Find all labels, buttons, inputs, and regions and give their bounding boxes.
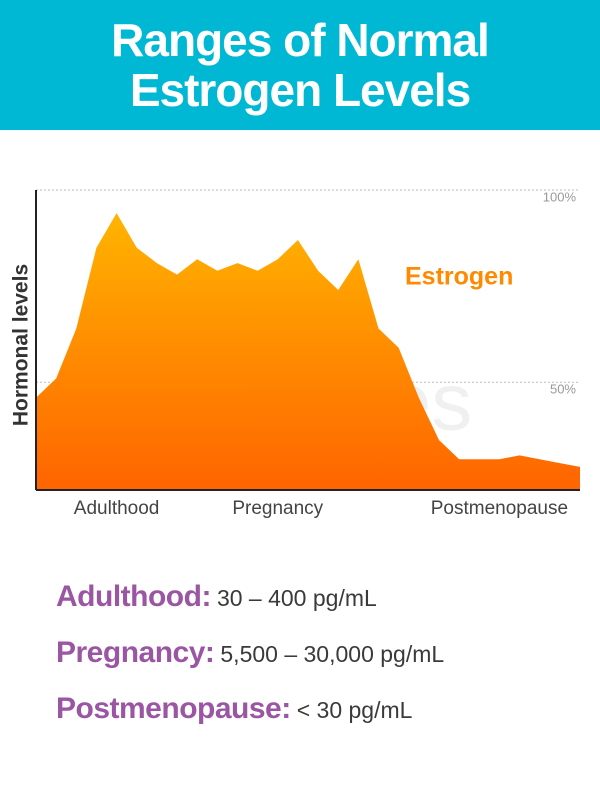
range-row: Pregnancy: 5,500 – 30,000 pg/mL xyxy=(56,636,600,692)
range-label: Adulthood: xyxy=(56,580,211,613)
y-axis-label: Hormonal levels xyxy=(10,264,33,426)
range-row: Adulthood: 30 – 400 pg/mL xyxy=(56,580,600,636)
range-value: 5,500 – 30,000 pg/mL xyxy=(220,641,445,667)
range-label: Pregnancy: xyxy=(56,636,215,669)
range-label: Postmenopause: xyxy=(56,692,291,725)
range-row: Postmenopause: < 30 pg/mL xyxy=(56,692,600,748)
range-value: < 30 pg/mL xyxy=(296,697,413,723)
header: Ranges of Normal Estrogen Levels xyxy=(0,0,600,130)
y-tick-label: 100% xyxy=(543,189,577,204)
series-label: Estrogen xyxy=(405,263,513,291)
y-tick-label: 50% xyxy=(550,382,576,397)
range-value: 30 – 400 pg/mL xyxy=(216,585,377,611)
area xyxy=(36,213,580,491)
x-tick-label: Adulthood xyxy=(74,498,160,519)
title: Ranges of Normal Estrogen Levels xyxy=(111,14,490,116)
x-tick-label: Pregnancy xyxy=(232,498,323,519)
ranges: Adulthood: 30 – 400 pg/mL Pregnancy: 5,500… xyxy=(0,580,600,748)
chart: SheCares Hormonal levels 50%100%Estrogen… xyxy=(10,189,580,519)
x-tick-label: Postmenopause xyxy=(431,498,568,519)
